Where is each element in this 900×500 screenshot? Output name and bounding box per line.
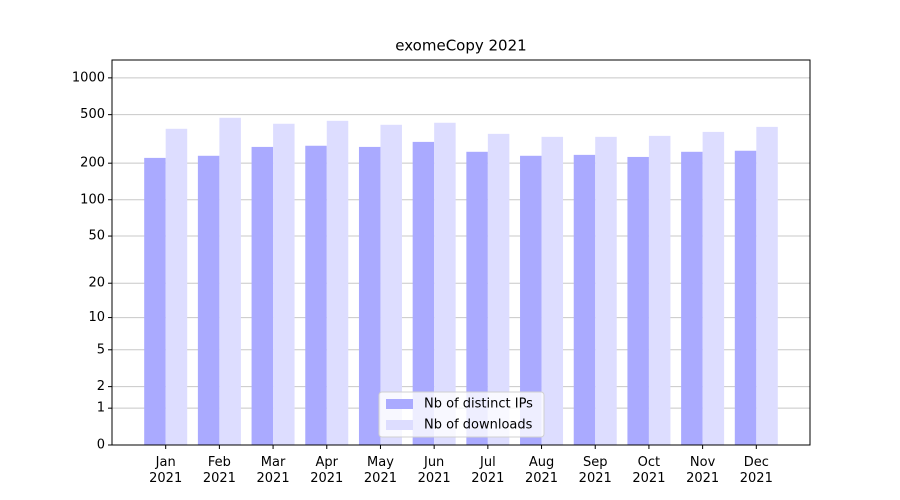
bar — [756, 126, 778, 445]
bar — [702, 131, 725, 446]
bar — [434, 122, 456, 445]
legend-box — [378, 391, 545, 438]
legend-label: Nb of downloads — [424, 418, 533, 433]
y-tick-label: 200 — [80, 156, 105, 171]
x-tick-label: Oct 2021 — [632, 455, 665, 486]
bar — [380, 124, 402, 445]
x-tick-label: Dec 2021 — [740, 455, 773, 486]
bar — [595, 136, 617, 445]
y-tick-label: 0 — [97, 438, 105, 453]
y-tick-label: 1000 — [72, 70, 105, 85]
x-tick-label: Feb 2021 — [203, 455, 236, 486]
bar — [627, 156, 649, 445]
y-tick-label: 1 — [97, 401, 105, 416]
bar — [466, 151, 488, 445]
x-tick-label: Sep 2021 — [579, 455, 612, 486]
y-tick-label: 20 — [88, 276, 105, 291]
bar — [520, 155, 542, 446]
x-tick-label: May 2021 — [364, 455, 397, 486]
x-tick-label: Jul 2021 — [471, 455, 504, 486]
bar — [734, 150, 757, 445]
legend-swatch — [386, 399, 413, 409]
x-tick-label: Aug 2021 — [525, 455, 558, 486]
y-tick-label: 10 — [88, 310, 105, 325]
x-tick-label: Nov 2021 — [686, 455, 719, 486]
bar — [412, 141, 435, 445]
x-tick-label: Mar 2021 — [257, 455, 290, 486]
plot-frame — [111, 59, 811, 446]
bar — [197, 155, 220, 446]
bar — [541, 136, 564, 445]
bar — [358, 146, 381, 445]
bar — [326, 120, 349, 446]
bar — [648, 135, 671, 445]
y-tick-label: 100 — [80, 192, 105, 207]
x-tick-label: Jun 2021 — [418, 455, 451, 486]
chart-title: exomeCopy 2021 — [395, 37, 526, 55]
legend-label: Nb of distinct IPs — [424, 397, 533, 412]
bar — [165, 128, 188, 445]
y-tick-label: 5 — [97, 342, 105, 357]
x-tick-label: Jan 2021 — [149, 455, 182, 486]
x-tick-label: Apr 2021 — [310, 455, 343, 486]
bar — [681, 151, 703, 445]
bar — [251, 146, 274, 445]
y-tick-label: 2 — [97, 379, 105, 394]
bar — [144, 157, 166, 446]
bar — [487, 133, 510, 445]
bar — [573, 154, 596, 445]
bar — [273, 123, 295, 445]
legend-swatch — [386, 420, 413, 430]
bar — [219, 117, 241, 445]
y-tick-label: 500 — [80, 107, 105, 122]
y-tick-label: 50 — [88, 229, 105, 244]
bar — [305, 145, 327, 445]
